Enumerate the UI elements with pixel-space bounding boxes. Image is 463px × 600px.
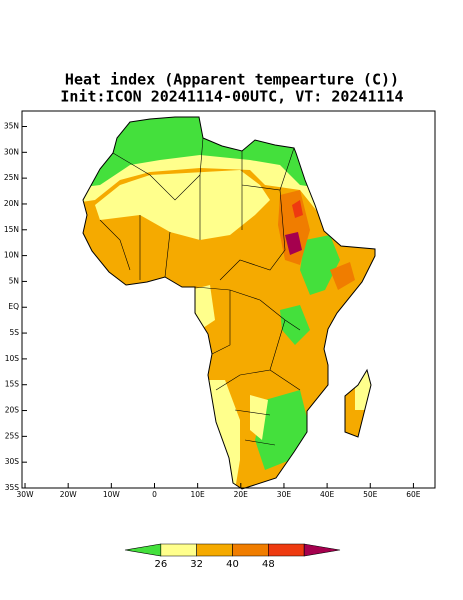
lon-tick-label: 10E bbox=[190, 490, 205, 499]
lon-tick-label: 30W bbox=[17, 490, 35, 499]
field-yellow bbox=[250, 395, 268, 440]
field-dark-orange bbox=[278, 190, 310, 265]
lat-tick-label: 25S bbox=[5, 431, 20, 440]
title: Heat index (Apparent tempearture (C)) bbox=[65, 71, 399, 89]
lon-tick-label: 60E bbox=[406, 490, 421, 499]
colorbar-label: 32 bbox=[190, 559, 203, 570]
lon-tick-label: 0 bbox=[152, 490, 157, 499]
lon-tick-label: 10W bbox=[103, 490, 121, 499]
map-frame bbox=[21, 110, 436, 489]
lat-tick-label: 15S bbox=[5, 380, 20, 389]
colorbar-segment bbox=[124, 543, 162, 557]
lat-tick-label: 20S bbox=[5, 406, 20, 415]
country-borders bbox=[99, 137, 301, 446]
lat-tick-label: 30N bbox=[4, 147, 19, 156]
field-red bbox=[285, 232, 302, 255]
lat-tick-label: 35N bbox=[4, 121, 19, 130]
colorbar-segment bbox=[160, 543, 197, 557]
lat-tick-label: 15N bbox=[4, 225, 19, 234]
colorbar-label: 26 bbox=[154, 559, 167, 570]
colorbar-segment bbox=[232, 543, 269, 557]
field-yellow bbox=[95, 170, 270, 240]
lat-tick-label: 10N bbox=[4, 251, 19, 260]
field-red bbox=[292, 200, 303, 218]
colorbar-segment bbox=[303, 543, 341, 557]
colorbar-segment bbox=[196, 543, 233, 557]
heat-index-field-madagascar bbox=[345, 370, 371, 437]
lon-tick-label: 40E bbox=[320, 490, 335, 499]
lon-tick-label: 50E bbox=[363, 490, 378, 499]
subtitle: Init:ICON 20241114-00UTC, VT: 20241114 bbox=[60, 88, 403, 106]
field-green bbox=[300, 235, 340, 295]
colorbar-segment bbox=[268, 543, 305, 557]
lat-tick-label: 35S bbox=[5, 483, 20, 492]
lon-tick-label: 30E bbox=[277, 490, 292, 499]
field-green bbox=[280, 305, 310, 345]
lat-tick-label: EQ bbox=[8, 302, 19, 311]
lon-tick-label: 20E bbox=[234, 490, 249, 499]
lat-tick-label: 20N bbox=[4, 199, 19, 208]
field-yellow bbox=[190, 285, 215, 330]
field-dark-orange bbox=[330, 262, 355, 290]
field-yellow bbox=[355, 370, 371, 410]
colorbar-label: 40 bbox=[226, 559, 239, 570]
lat-tick-label: 25N bbox=[4, 173, 19, 182]
lat-tick-label: 30S bbox=[5, 457, 20, 466]
lat-tick-label: 5S bbox=[9, 328, 19, 337]
lon-tick-label: 20W bbox=[60, 490, 78, 499]
lat-tick-label: 10S bbox=[5, 354, 20, 363]
lat-tick-label: 5N bbox=[9, 276, 19, 285]
colorbar-label: 48 bbox=[262, 559, 275, 570]
